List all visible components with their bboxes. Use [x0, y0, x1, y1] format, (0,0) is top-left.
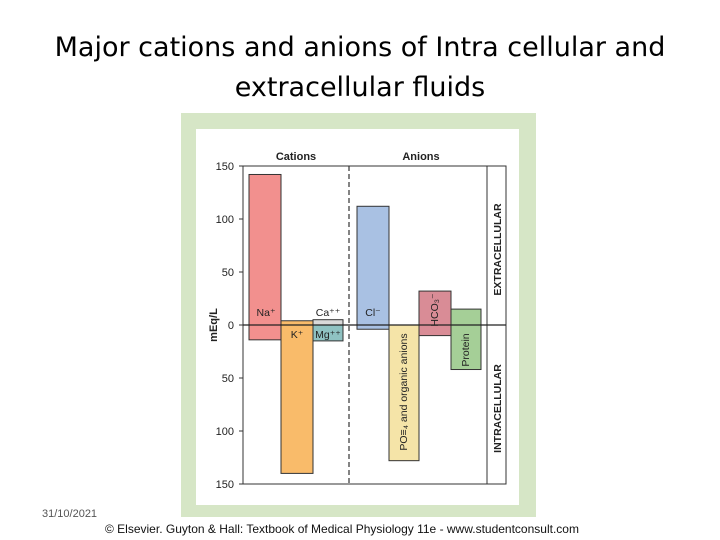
region-label-extracellular: EXTRACELLULAR — [492, 203, 504, 296]
bar — [450, 308, 482, 371]
bar-label: Cl⁻ — [365, 307, 381, 319]
bar-label: Mg⁺⁺ — [315, 329, 341, 341]
bar-label: Protein — [460, 333, 472, 366]
bar — [280, 320, 314, 474]
slide-title-line-2: extracellular fluids — [234, 72, 486, 103]
y-tick-label: 100 — [216, 426, 234, 438]
slide-title: Major cations and anions of Intra cellul… — [20, 28, 700, 108]
bar-label: Na⁺ — [257, 307, 276, 319]
bar — [248, 173, 282, 341]
y-tick-label: 0 — [228, 320, 234, 332]
bar-label: K⁺ — [291, 329, 304, 341]
bar — [388, 324, 420, 462]
bar-label: PO≡₄ and organic anions — [398, 333, 410, 450]
bar — [418, 290, 452, 337]
figure-credit: © Elsevier. Guyton & Hall: Textbook of M… — [105, 522, 579, 536]
slide-title-line-1: Major cations and anions of Intra cellul… — [54, 32, 666, 63]
region-label-intracellular: INTRACELLULAR — [492, 364, 504, 453]
y-tick-label: 150 — [216, 161, 234, 173]
y-axis-label: mEq/L — [208, 308, 220, 342]
bar — [356, 205, 390, 330]
y-tick-label: 50 — [222, 373, 234, 385]
y-tick-label: 150 — [216, 479, 234, 491]
section-title-cations: Cations — [276, 151, 316, 163]
bar — [312, 319, 344, 326]
bar-label: Ca⁺⁺ — [316, 307, 341, 319]
slide-date: 31/10/2021 — [42, 508, 98, 520]
y-tick-label: 100 — [216, 214, 234, 226]
y-tick-label: 50 — [222, 267, 234, 279]
section-title-anions: Anions — [402, 151, 439, 163]
bar-label: HCO₃⁻ — [429, 293, 441, 327]
